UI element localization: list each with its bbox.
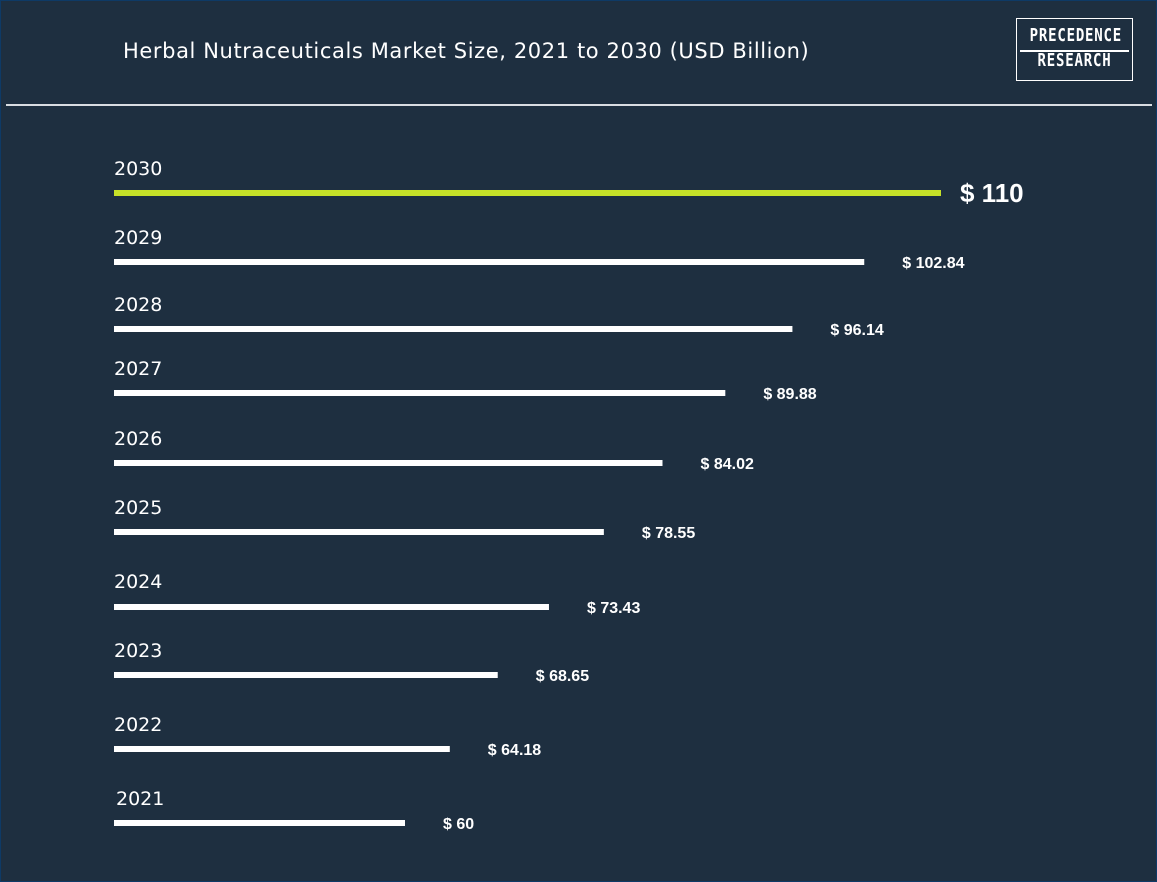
bar-2024 <box>114 604 549 610</box>
bar-2030 <box>114 190 941 196</box>
data-label-2023: $ 68.65 <box>536 668 589 685</box>
logo-line-2: RESEARCH <box>1037 50 1112 71</box>
data-label-2021: $ 60 <box>443 816 474 833</box>
logo-line-1: PRECEDENCE <box>1029 25 1122 46</box>
logo-separator <box>1020 50 1129 52</box>
category-label-2026: 2026 <box>114 428 162 450</box>
data-label-2028: $ 96.14 <box>830 322 883 339</box>
bar-2021 <box>114 820 405 826</box>
category-label-2029: 2029 <box>114 227 162 249</box>
data-label-2029: $ 102.84 <box>902 255 964 272</box>
category-label-2022: 2022 <box>114 714 162 736</box>
category-label-2024: 2024 <box>114 571 162 593</box>
data-label-2025: $ 78.55 <box>642 525 695 542</box>
header-divider <box>6 104 1152 106</box>
category-label-2025: 2025 <box>114 497 162 519</box>
category-label-2027: 2027 <box>114 358 162 380</box>
category-label-2023: 2023 <box>114 640 162 662</box>
bar-2025 <box>114 529 604 535</box>
data-label-2024: $ 73.43 <box>587 600 640 617</box>
data-label-2026: $ 84.02 <box>700 456 753 473</box>
category-label-2021: 2021 <box>116 788 164 810</box>
bar-2023 <box>114 672 498 678</box>
chart-title: Herbal Nutraceuticals Market Size, 2021 … <box>123 39 810 63</box>
bar-2022 <box>114 746 450 752</box>
data-label-2027: $ 89.88 <box>763 386 816 403</box>
bar-2026 <box>114 460 663 466</box>
data-label-2030: $ 110 <box>960 178 1024 208</box>
bar-2028 <box>114 326 793 332</box>
bar-2029 <box>114 259 865 265</box>
category-label-2030: 2030 <box>114 158 162 180</box>
precedence-research-logo: PRECEDENCE RESEARCH <box>1016 18 1133 81</box>
data-label-2022: $ 64.18 <box>488 742 541 759</box>
bar-2027 <box>114 390 726 396</box>
category-label-2028: 2028 <box>114 294 162 316</box>
